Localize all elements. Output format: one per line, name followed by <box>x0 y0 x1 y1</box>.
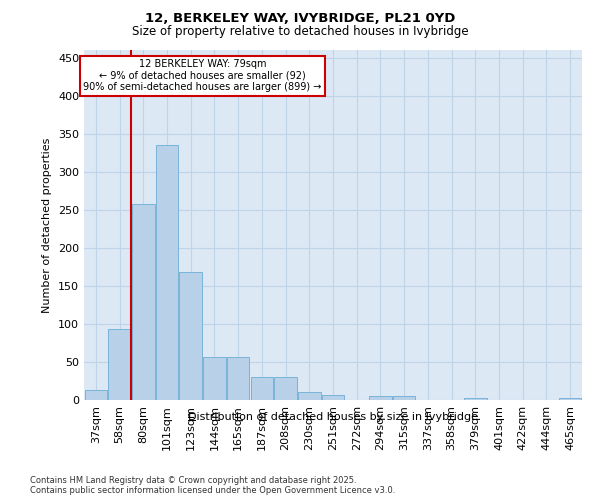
Text: 12 BERKELEY WAY: 79sqm
← 9% of detached houses are smaller (92)
90% of semi-deta: 12 BERKELEY WAY: 79sqm ← 9% of detached … <box>83 59 322 92</box>
Bar <box>156 145 178 400</box>
Bar <box>393 396 415 400</box>
Bar <box>369 396 392 400</box>
Bar <box>464 398 487 400</box>
Text: Contains HM Land Registry data © Crown copyright and database right 2025.
Contai: Contains HM Land Registry data © Crown c… <box>30 476 395 495</box>
Bar <box>179 272 202 400</box>
Text: Size of property relative to detached houses in Ivybridge: Size of property relative to detached ho… <box>131 25 469 38</box>
Bar <box>227 356 250 400</box>
Bar <box>559 398 581 400</box>
Text: 12, BERKELEY WAY, IVYBRIDGE, PL21 0YD: 12, BERKELEY WAY, IVYBRIDGE, PL21 0YD <box>145 12 455 26</box>
Bar <box>274 377 297 400</box>
Bar <box>109 329 131 400</box>
Bar <box>132 204 155 400</box>
Bar <box>251 377 273 400</box>
Text: Distribution of detached houses by size in Ivybridge: Distribution of detached houses by size … <box>188 412 478 422</box>
Bar <box>203 356 226 400</box>
Bar <box>298 392 320 400</box>
Y-axis label: Number of detached properties: Number of detached properties <box>43 138 52 312</box>
Bar <box>322 394 344 400</box>
Bar <box>85 390 107 400</box>
